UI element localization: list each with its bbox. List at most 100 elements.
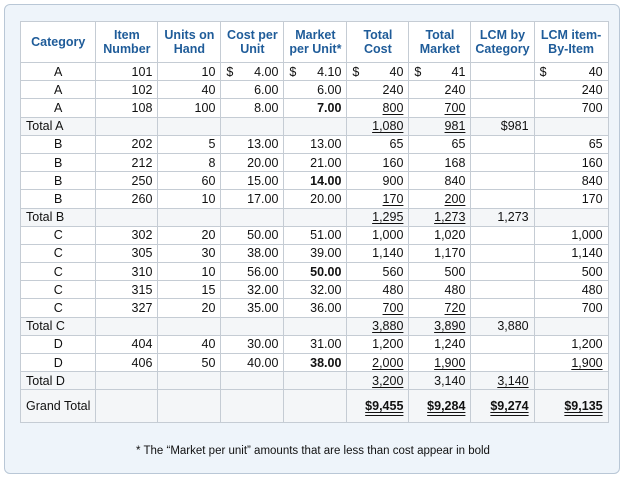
market-per-unit-cell: 50.00: [283, 262, 348, 282]
market-per-unit-cell: 39.00: [283, 243, 348, 264]
category-cell-value: B: [54, 155, 63, 170]
empty-cell: [157, 207, 222, 227]
table-row: B 260 10 17.00 20.00 170 200 170: [19, 189, 609, 209]
subtotal-label: Total C: [19, 316, 97, 336]
header-total-cost: Total Cost: [346, 21, 410, 63]
cost-per-unit-cell: 17.00: [220, 189, 285, 209]
header-lcm-item-by-item: LCM item-By-Item: [533, 21, 609, 63]
category-cell: A: [19, 61, 97, 82]
table-row: C 327 20 35.00 36.00 700 720 700: [19, 298, 609, 318]
total-market-cell: 700: [408, 98, 472, 118]
total-cost-cell-value: 1,200: [372, 337, 404, 352]
total-cost-cell-value: 2,000: [372, 355, 404, 370]
grand-total-label-value: Grand Total: [26, 399, 91, 414]
table-row: B 250 60 15.00 14.00 900 840 840: [19, 171, 609, 191]
item-number-cell-value: 102: [131, 82, 153, 97]
lcm-category-cell: [470, 98, 535, 118]
item-number-cell-value: 310: [131, 264, 153, 279]
item-number-cell-value: 327: [131, 301, 153, 316]
category-cell: B: [19, 134, 97, 154]
header-units-on-hand: Units on Hand: [157, 21, 222, 63]
empty-cell: [220, 207, 285, 227]
total-market-cell: 1,240: [408, 334, 472, 355]
lcm-category-cell: [470, 243, 535, 264]
cost-per-unit-cell: 13.00: [220, 134, 285, 154]
item-number-cell: 310: [95, 262, 159, 282]
lcm-category-cell: 3,140: [470, 371, 535, 391]
total-cost-cell-value: 1,140: [372, 246, 404, 261]
lcm-category-cell: [470, 280, 535, 300]
lcm-item-cell-value: 700: [581, 100, 603, 115]
total-cost-cell: $40: [346, 61, 410, 82]
item-number-cell: 212: [95, 152, 159, 173]
lcm-item-cell-value: 65: [588, 137, 603, 152]
lcm-category-cell-value: 1,273: [497, 210, 529, 225]
cost-per-unit-cell: 20.00: [220, 152, 285, 173]
item-number-cell-value: 202: [131, 137, 153, 152]
subtotal-label-value: Total C: [26, 319, 65, 334]
market-per-unit-cell-value: 4.10: [317, 64, 342, 79]
total-cost-cell-value: $9,455: [365, 399, 404, 414]
market-per-unit-cell: 13.00: [283, 134, 348, 154]
empty-cell: [157, 316, 222, 336]
category-cell: C: [19, 280, 97, 300]
subtotal-row: Total A 1,080 981 $981: [19, 116, 609, 136]
total-market-cell: 1,900: [408, 352, 472, 373]
lcm-item-cell: 1,000: [533, 225, 609, 245]
table-row: C 315 15 32.00 32.00 480 480 480: [19, 280, 609, 300]
lcm-category-cell-value: 3,880: [497, 319, 529, 334]
lcm-item-cell: 1,900: [533, 352, 609, 373]
item-number-cell-value: 404: [131, 337, 153, 352]
table-row: B 212 8 20.00 21.00 160 168 160: [19, 152, 609, 173]
total-market-cell: 3,140: [408, 371, 472, 391]
total-market-cell-value: 981: [444, 119, 466, 134]
category-cell-value: C: [53, 228, 63, 243]
cost-per-unit-cell-currency-symbol: $: [226, 64, 234, 79]
units-cell: 10: [157, 61, 222, 82]
lcm-category-cell: [470, 298, 535, 318]
lcm-item-cell-value: 480: [581, 282, 603, 297]
lcm-item-cell: 160: [533, 152, 609, 173]
units-cell: 40: [157, 334, 222, 355]
total-cost-cell: 240: [346, 80, 410, 100]
cost-per-unit-cell-value: 40.00: [247, 355, 279, 370]
total-cost-cell-value: 900: [382, 173, 404, 188]
lcm-item-cell: $40: [533, 61, 609, 82]
lcm-item-cell: 170: [533, 189, 609, 209]
header-market-per-unit: Market per Unit*: [283, 21, 348, 63]
item-number-cell-value: 315: [131, 282, 153, 297]
lcm-item-cell-value: 170: [581, 191, 603, 206]
market-per-unit-cell-value: 6.00: [317, 82, 342, 97]
header-item-number: Item Number: [95, 21, 159, 63]
total-cost-cell-value: 160: [382, 155, 404, 170]
lcm-category-cell: [470, 352, 535, 373]
total-cost-cell-currency-symbol: $: [352, 64, 360, 79]
lcm-item-cell-value: 1,140: [571, 246, 603, 261]
total-cost-cell: 480: [346, 280, 410, 300]
units-cell-value: 10: [201, 191, 216, 206]
market-per-unit-cell-value: 7.00: [317, 100, 342, 115]
total-market-cell: 240: [408, 80, 472, 100]
item-number-cell: 315: [95, 280, 159, 300]
lcm-category-cell: [470, 134, 535, 154]
grand-total-row: Grand Total $9,455 $9,284 $9,274 $9,135: [19, 389, 609, 424]
table-row: A 101 10 $4.00 $4.10 $40 $41 $40: [19, 61, 609, 82]
item-number-cell: 101: [95, 61, 159, 82]
table-row: C 305 30 38.00 39.00 1,140 1,170 1,140: [19, 243, 609, 264]
total-cost-cell: 2,000: [346, 352, 410, 373]
table-row: A 108 100 8.00 7.00 800 700 700: [19, 98, 609, 118]
lcm-item-cell-value: 1,200: [571, 337, 603, 352]
total-market-cell: 500: [408, 262, 472, 282]
total-market-cell: 200: [408, 189, 472, 209]
units-cell: 5: [157, 134, 222, 154]
category-cell: B: [19, 152, 97, 173]
market-per-unit-cell-value: 39.00: [310, 246, 342, 261]
category-cell: C: [19, 225, 97, 245]
cost-per-unit-cell: 56.00: [220, 262, 285, 282]
total-cost-cell: 3,200: [346, 371, 410, 391]
empty-cell: [283, 116, 348, 136]
category-cell-value: C: [53, 282, 63, 297]
units-cell-value: 15: [201, 282, 216, 297]
item-number-cell-value: 250: [131, 173, 153, 188]
cost-per-unit-cell-value: 56.00: [247, 264, 279, 279]
